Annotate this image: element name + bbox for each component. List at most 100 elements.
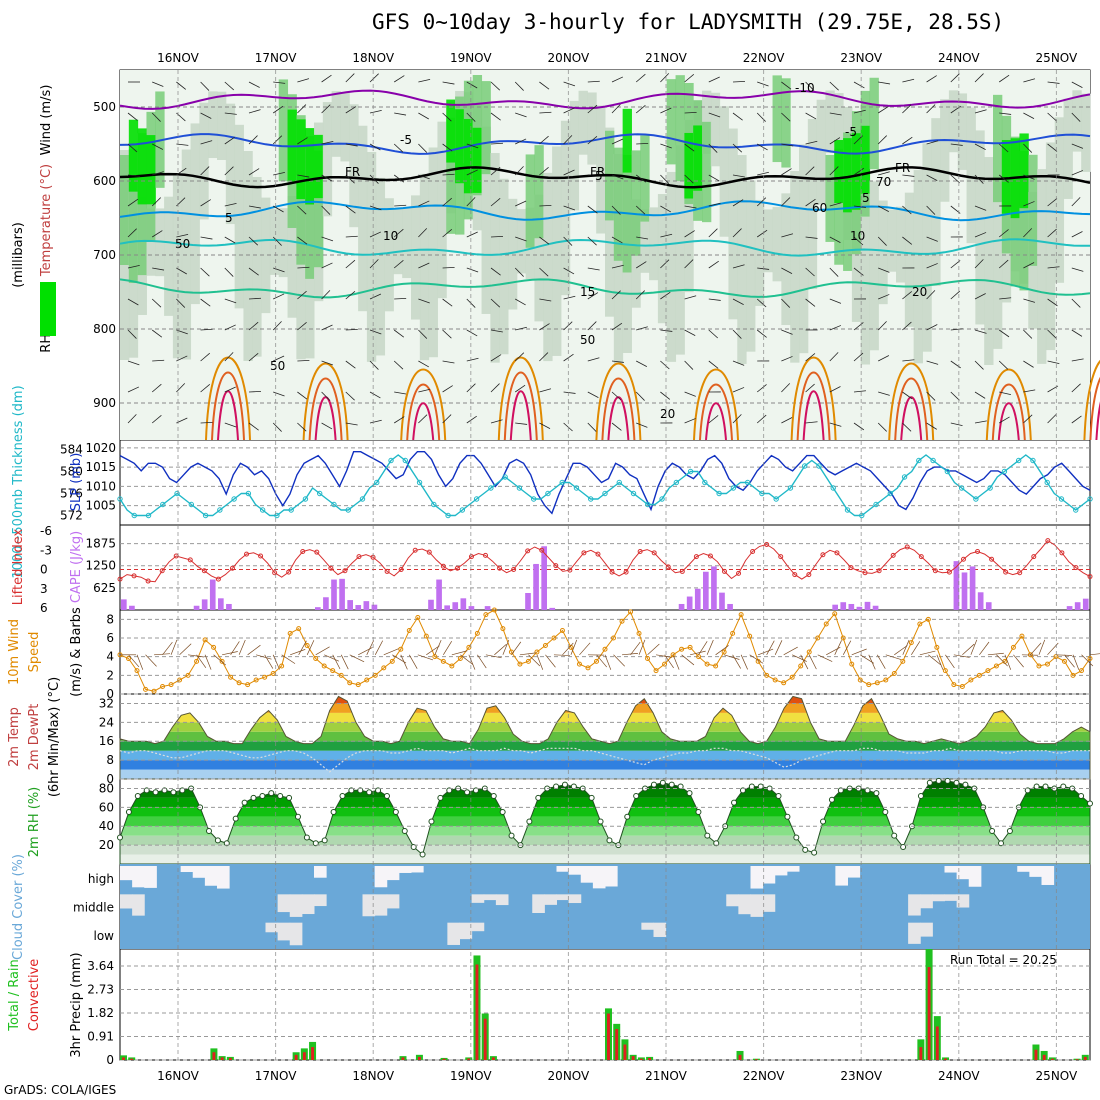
rh-point xyxy=(383,793,390,799)
rh-cell xyxy=(719,106,729,237)
wind-barb xyxy=(466,357,479,362)
wind-barb xyxy=(587,173,600,176)
wind-barb xyxy=(979,641,990,656)
wind-barb xyxy=(393,228,404,238)
wind-barb xyxy=(974,420,987,424)
thickness-point xyxy=(958,485,965,491)
wind-barb xyxy=(151,230,163,238)
precip-convective-bar xyxy=(467,1058,471,1060)
wind-barb xyxy=(805,112,817,120)
li-point xyxy=(131,573,137,579)
wind-barb xyxy=(756,414,767,424)
bottom-day-label: 22NOV xyxy=(743,1069,785,1083)
wind-speed-point xyxy=(440,658,446,664)
rh-point xyxy=(633,793,640,799)
wind-barb xyxy=(400,654,408,670)
wind-speed-point xyxy=(653,668,659,674)
wind-barb xyxy=(200,112,212,119)
wind-speed-point xyxy=(942,668,948,674)
wind-barb xyxy=(781,112,791,122)
wind-barb xyxy=(369,109,382,114)
thickness-point xyxy=(559,479,565,486)
surface-temperature-contour xyxy=(985,368,1032,441)
wind-barb xyxy=(490,383,500,393)
y-tick-label: 0 xyxy=(106,1053,114,1067)
wind-barb xyxy=(587,205,598,214)
y-tick-label: 60 xyxy=(99,800,114,814)
y-tick-label: 16 xyxy=(99,734,114,748)
wind-barb xyxy=(369,360,379,370)
wind-barb xyxy=(321,324,333,331)
wind-barb xyxy=(945,654,955,669)
rh-point xyxy=(321,837,328,844)
wind-barb xyxy=(127,112,138,121)
wind-speed-point xyxy=(321,663,327,669)
wind-barb xyxy=(1047,414,1057,424)
wind-barb xyxy=(1071,231,1083,238)
wind-barb xyxy=(297,78,310,83)
thickness-line xyxy=(119,454,1091,517)
rh-point xyxy=(286,794,293,801)
rh-cell xyxy=(940,99,950,202)
rh-point xyxy=(1024,787,1031,794)
cape-bar xyxy=(347,600,353,610)
wind-barb xyxy=(515,112,527,118)
wind-barb xyxy=(998,360,1009,370)
wind-barb xyxy=(539,111,552,114)
wind-barb xyxy=(732,174,745,178)
rh-point xyxy=(375,787,382,794)
precip-convective-bar xyxy=(130,1058,134,1060)
wind-barb xyxy=(587,236,597,246)
li-tick-label: 6 xyxy=(40,601,48,615)
wind-barb xyxy=(708,329,719,339)
wind-speed-line xyxy=(119,609,1091,692)
wind-barb xyxy=(477,654,487,669)
wind-barb xyxy=(829,112,842,116)
rh-point xyxy=(499,809,506,816)
wind-barb xyxy=(1071,415,1082,424)
wind-barb xyxy=(369,419,382,424)
li-point xyxy=(693,554,699,560)
wind-barb xyxy=(369,391,381,399)
wind-speed-point xyxy=(525,658,531,664)
surface-temperature-contour xyxy=(400,368,447,441)
wind-barb xyxy=(369,231,382,238)
wind-barb xyxy=(636,422,648,428)
wind-speed-point xyxy=(934,644,940,650)
rh-point xyxy=(624,813,631,820)
rh-band xyxy=(120,816,1090,827)
rh-cell xyxy=(799,144,809,354)
top-day-label: 25NOV xyxy=(1036,51,1078,65)
wind-barb xyxy=(297,422,307,432)
precip-convective-bar xyxy=(615,1029,619,1060)
wind-barb xyxy=(200,236,213,240)
wind-barb xyxy=(321,205,331,215)
cloud-cell xyxy=(956,866,970,880)
precip-convective-bar xyxy=(1050,1058,1054,1060)
thickness-point xyxy=(431,501,437,508)
rh-cell xyxy=(675,75,685,181)
wind-barb xyxy=(732,264,745,269)
wind-barb xyxy=(998,329,1010,338)
cloud-cell xyxy=(932,894,945,902)
wind-speed-point xyxy=(253,677,259,683)
cape-tick-label: 1250 xyxy=(85,559,116,573)
rh-cell xyxy=(957,93,968,170)
rh-point xyxy=(277,793,284,799)
cloud-cell xyxy=(653,922,667,937)
wind-speed-point xyxy=(772,677,778,683)
rh-point xyxy=(357,787,364,794)
thickness-point xyxy=(416,479,423,486)
wind-barb xyxy=(418,143,428,153)
li-point xyxy=(468,554,474,560)
wind-barb xyxy=(176,81,187,90)
cloud-cell xyxy=(786,866,800,872)
rh-point xyxy=(294,813,301,820)
contour-label: FR xyxy=(590,165,605,179)
wind-barb xyxy=(611,138,624,145)
contour-label: 20 xyxy=(660,407,675,421)
precip-convective-bar xyxy=(935,1026,939,1060)
li-point xyxy=(258,553,264,559)
surface-temperature-contour xyxy=(497,356,544,441)
wind-barb xyxy=(732,228,742,238)
